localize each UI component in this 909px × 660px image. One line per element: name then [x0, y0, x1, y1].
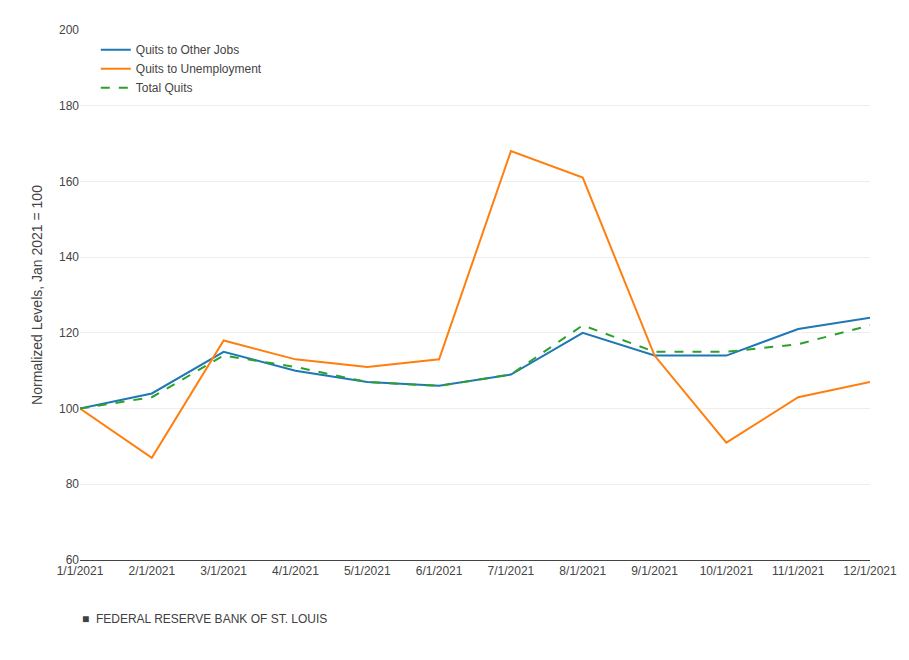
svg-text:160: 160	[59, 175, 79, 189]
svg-text:200: 200	[59, 23, 79, 37]
svg-text:2/1/2021: 2/1/2021	[128, 564, 175, 578]
svg-text:4/1/2021: 4/1/2021	[272, 564, 319, 578]
svg-text:60: 60	[66, 553, 80, 567]
svg-text:Quits to Other Jobs: Quits to Other Jobs	[136, 43, 239, 57]
svg-text:3/1/2021: 3/1/2021	[200, 564, 247, 578]
svg-text:5/1/2021: 5/1/2021	[344, 564, 391, 578]
svg-text:11/1/2021: 11/1/2021	[772, 564, 825, 578]
svg-text:8/1/2021: 8/1/2021	[559, 564, 606, 578]
svg-text:12/1/2021: 12/1/2021	[843, 564, 897, 578]
svg-text:100: 100	[59, 402, 79, 416]
svg-text:9/1/2021: 9/1/2021	[631, 564, 678, 578]
svg-text:140: 140	[59, 250, 79, 264]
svg-text:Normalized Levels, Jan 2021 =: Normalized Levels, Jan 2021 = 100	[29, 185, 45, 405]
svg-text:180: 180	[59, 99, 79, 113]
svg-text:1/1/2021: 1/1/2021	[57, 564, 104, 578]
svg-text:■ FEDERAL RESERVE BANK OF ST.: ■ FEDERAL RESERVE BANK OF ST. LOUIS	[82, 612, 327, 626]
svg-text:120: 120	[59, 326, 79, 340]
svg-text:Total Quits: Total Quits	[136, 81, 193, 95]
svg-text:6/1/2021: 6/1/2021	[416, 564, 463, 578]
svg-text:80: 80	[66, 477, 80, 491]
svg-text:Quits to Unemployment: Quits to Unemployment	[136, 62, 262, 76]
svg-text:10/1/2021: 10/1/2021	[700, 564, 754, 578]
svg-text:7/1/2021: 7/1/2021	[488, 564, 535, 578]
